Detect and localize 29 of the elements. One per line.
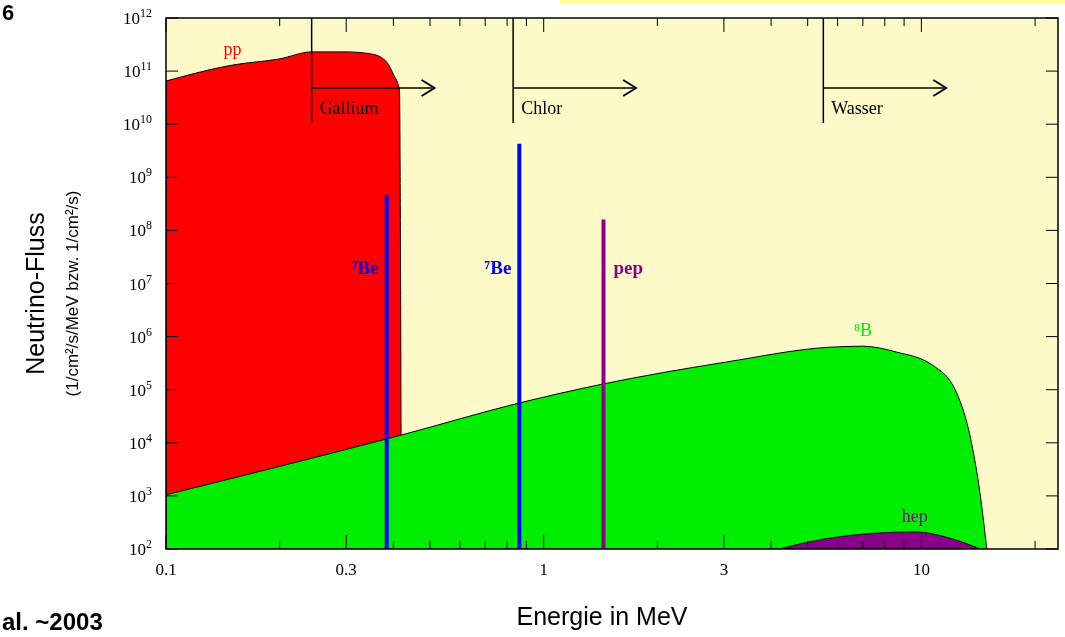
- ref-line-label: Gallium: [319, 98, 379, 118]
- y-tick-label: 10$^{6}$: [129, 324, 153, 347]
- series-label: pp: [223, 39, 242, 60]
- y-tick-label: 10$^{9}$: [129, 165, 153, 188]
- y-tick-label: 10$^{3}$: [129, 483, 153, 506]
- text: 6: [2, 0, 15, 25]
- y-tick-label: 10$^{5}$: [129, 377, 153, 400]
- y-tick-label: 10$^{8}$: [129, 218, 153, 241]
- ref-line-label: Wasser: [831, 98, 883, 118]
- y-tick-label: 10$^{12}$: [123, 6, 153, 28]
- x-tick-label: 10: [912, 560, 930, 579]
- x-tick-label: 1: [539, 560, 548, 579]
- x-tick-label: 0.3: [335, 560, 357, 579]
- ref-line-label: Chlor: [521, 98, 563, 118]
- y-tick-label: 10$^{7}$: [129, 271, 153, 294]
- y-tick-label: 10$^{11}$: [123, 59, 153, 82]
- series-label: ⁸B: [853, 320, 873, 341]
- series-label: hep: [901, 505, 928, 526]
- x-tick-label: 3: [719, 560, 729, 579]
- x-tick-label: 0.1: [155, 560, 177, 579]
- y-tick-label: 10$^{4}$: [129, 430, 153, 453]
- y-tick-label: 10$^{2}$: [129, 537, 153, 559]
- series-label: pep: [613, 256, 644, 278]
- series-label: ⁷Be: [351, 256, 379, 278]
- x-axis-title: Energie in MeV: [516, 602, 688, 630]
- y-tick-label: 10$^{10}$: [123, 112, 153, 135]
- text: al. ~2003: [2, 608, 103, 635]
- y-axis-title: Neutrino-Fluss (1/cm²/s/MeV bzw. 1/cm²/s): [21, 190, 82, 397]
- series-label: ⁷Be: [484, 256, 512, 278]
